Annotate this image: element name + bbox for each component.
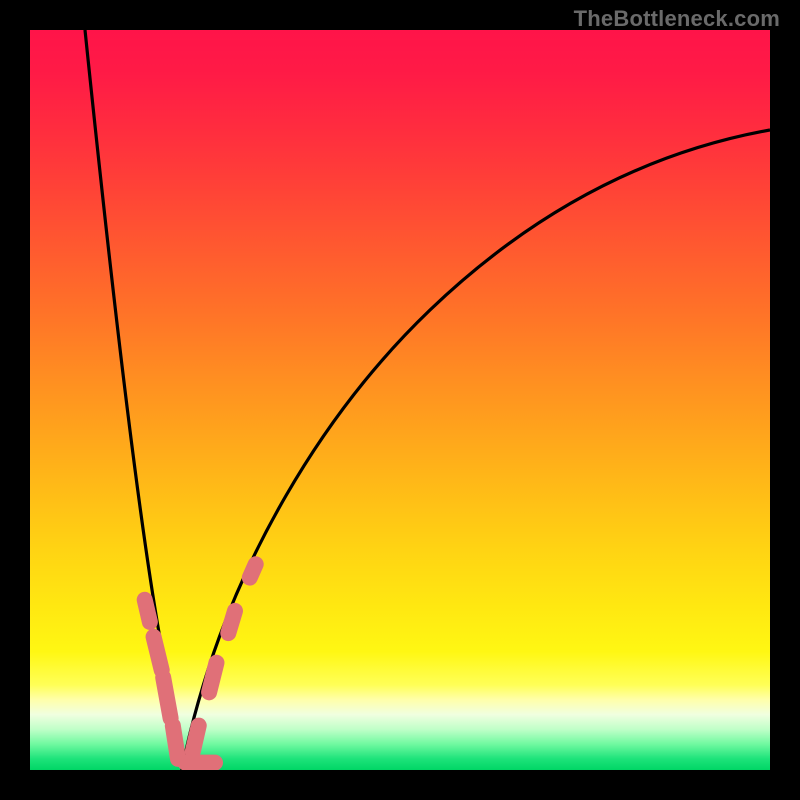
marker-group xyxy=(145,564,256,762)
marker-dash xyxy=(145,600,150,622)
curve-right-branch xyxy=(182,130,770,770)
marker-dash xyxy=(250,564,256,577)
plot-area xyxy=(30,30,770,770)
marker-dash xyxy=(163,678,170,719)
marker-dash xyxy=(228,611,235,633)
marker-dash xyxy=(209,663,216,693)
marker-dash xyxy=(173,726,178,759)
marker-dash xyxy=(154,637,162,670)
marker-dash xyxy=(193,726,199,752)
curves-layer xyxy=(30,30,770,770)
chart-frame: TheBottleneck.com xyxy=(0,0,800,800)
curve-left-branch xyxy=(85,30,182,770)
watermark-text: TheBottleneck.com xyxy=(574,6,780,32)
